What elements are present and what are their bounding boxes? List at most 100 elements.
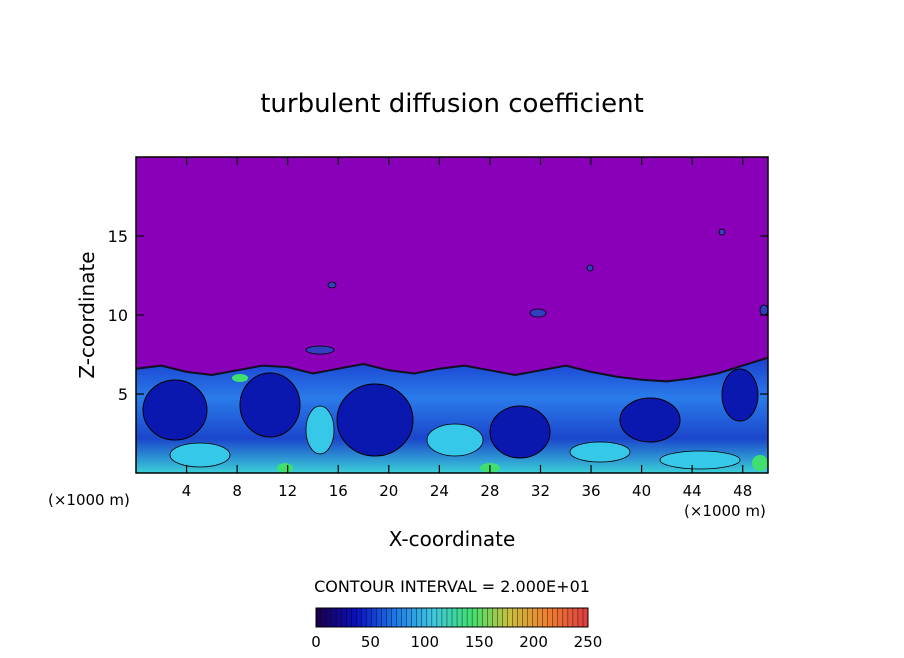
colorbar-swatch [462,608,468,627]
colorbar-swatch [316,608,322,627]
colorbar-swatch [557,608,564,627]
isolated-feature [759,304,768,316]
isolated-feature [327,281,337,289]
colorbar-swatch [386,608,392,627]
colorbar-tick-label: 200 [519,633,548,651]
y-tick-label: 10 [108,306,128,325]
colorbar-swatch [411,608,418,627]
colorbar-swatch [441,608,448,627]
colorbar-swatch [401,608,407,627]
colorbar-swatch [421,608,428,627]
colorbar-swatch [472,608,478,627]
turbulent-patch [169,442,231,468]
colorbar-swatch [341,608,347,627]
colorbar-swatch [457,608,463,627]
colorbar-tick-label: 50 [361,633,380,651]
colorbar-swatch [572,608,579,627]
turbulent-patch [426,423,484,457]
colorbar-swatch [527,608,533,627]
x-tick-label: 44 [683,482,702,500]
y-axis-label: Z-coordinate [75,251,99,378]
colorbar-swatch [371,608,377,627]
colorbar-swatch [446,608,453,627]
colorbar: 0 50 100 150 200 250 [311,607,603,651]
x-tick-label: 24 [430,482,449,500]
colorbar-swatch [346,608,352,627]
x-unit-label-right: (×1000 m) [684,502,766,520]
colorbar-swatch [406,608,413,627]
isolated-feature [718,228,726,236]
x-axis: 4 8 12 16 20 24 28 32 36 40 44 48 [182,157,752,500]
colorbar-tick-label: 100 [410,633,439,651]
turbulent-patch [305,405,335,455]
colorbar-tick-label: 0 [311,633,321,651]
colorbar-swatch [467,608,473,627]
colorbar-tick-label: 250 [574,633,603,651]
y-axis: 5 10 15 [108,227,768,404]
isolated-feature [529,308,547,318]
colorbar-swatch [582,608,589,627]
x-tick-label: 4 [182,482,192,500]
x-tick-label: 16 [329,482,348,500]
colorbar-swatch [331,608,337,627]
colorbar-swatch [326,608,332,627]
x-tick-label: 32 [531,482,550,500]
colorbar-swatch [537,608,543,627]
high-value-patch [277,463,293,473]
y-tick-label: 15 [108,227,128,246]
colorbar-swatch [366,608,372,627]
boundary-layer-contour [136,356,768,383]
colorbar-swatch [532,608,538,627]
x-tick-label: 40 [632,482,651,500]
colorbar-swatch [436,608,443,627]
colorbar-swatch [321,608,327,627]
colorbar-swatch [497,608,503,627]
turbulent-patch [569,441,631,463]
colorbar-swatch [512,608,518,627]
colorbar-tick-label: 150 [465,633,494,651]
colorbar-swatch [416,608,423,627]
colorbar-swatch [356,608,362,627]
x-axis-label: X-coordinate [389,527,516,551]
plot-area [136,157,768,473]
colorbar-swatch [336,608,342,627]
colorbar-swatch [452,608,458,627]
turbulent-patch [659,450,741,470]
x-unit-label-left: (×1000 m) [48,491,130,509]
contour-interval-label: CONTOUR INTERVAL = 2.000E+01 [314,577,590,596]
eddy-core [336,383,414,457]
colorbar-swatch [482,608,488,627]
colorbar-swatch [431,608,438,627]
colorbar-swatch [487,608,493,627]
colorbar-frame [315,607,589,628]
x-tick-label: 8 [232,482,242,500]
colorbar-swatch [567,608,574,627]
colorbar-swatch [552,608,559,627]
colorbar-swatch [522,608,528,627]
colorbar-swatch [517,608,523,627]
colorbar-swatch [492,608,498,627]
eddy-core [721,368,759,422]
eddy-core [239,372,301,438]
eddy-core [619,397,681,443]
colorbar-swatch [562,608,569,627]
high-value-patch [232,374,248,382]
colorbar-swatch [577,608,584,627]
isolated-feature [305,345,335,355]
colorbar-swatch [542,608,549,627]
x-tick-label: 20 [379,482,398,500]
x-tick-label: 28 [480,482,499,500]
colorbar-swatch [502,608,508,627]
eddy-core [489,405,551,459]
x-tick-label: 48 [733,482,752,500]
high-value-patch [752,455,768,471]
eddy-core [142,379,208,441]
colorbar-swatch [351,608,357,627]
colorbar-swatch [381,608,387,627]
colorbar-swatch [477,608,483,627]
colorbar-swatch [391,608,397,627]
colorbar-swatch [376,608,382,627]
colorbar-swatch [507,608,513,627]
